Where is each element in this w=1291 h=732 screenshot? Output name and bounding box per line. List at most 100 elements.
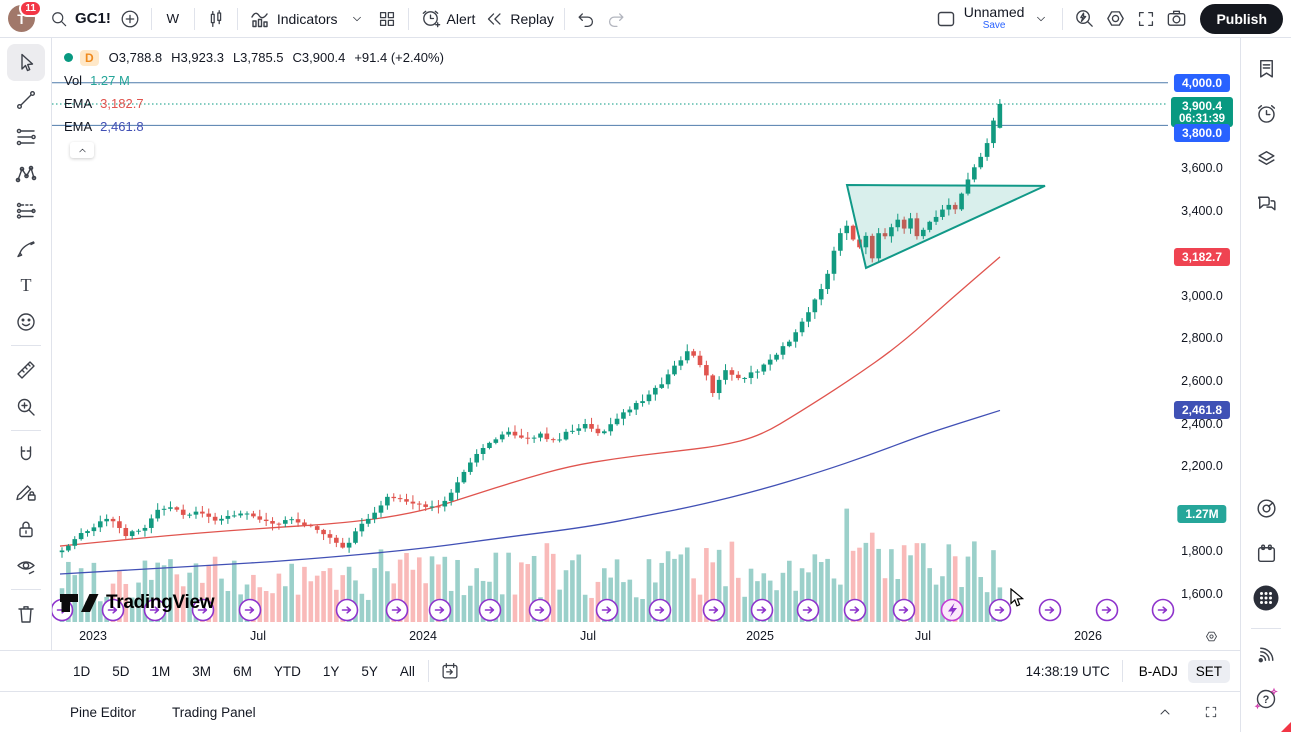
contract-switch-marker[interactable] [988, 598, 1012, 622]
quick-search-button[interactable] [1069, 4, 1100, 34]
goto-date-button[interactable] [435, 656, 465, 686]
avatar[interactable]: T 11 [8, 0, 42, 32]
panel-collapse-button[interactable] [1150, 697, 1180, 727]
ema-fast-legend-row[interactable]: EMA 3,182.7 [64, 92, 444, 115]
layout-select-button[interactable] [930, 4, 962, 34]
range-button-5d[interactable]: 5D [105, 660, 136, 683]
symbol-legend-row[interactable]: D O3,788.8 H3,923.3 L3,785.5 C3,900.4 +9… [64, 46, 444, 69]
grid-icon [379, 11, 394, 26]
projection-tool[interactable] [7, 192, 45, 229]
ema-slow-line[interactable] [59, 409, 1001, 575]
ema-fast-line[interactable] [59, 256, 1001, 547]
volume-legend-row[interactable]: Vol 1.27 M [64, 69, 444, 92]
contract-switch-marker[interactable] [478, 598, 502, 622]
price-label: 2,461.8 [1173, 401, 1231, 420]
panel-maximize-button[interactable] [1196, 697, 1226, 727]
alert-button[interactable]: Alert [415, 4, 480, 34]
text-tool[interactable]: T [7, 266, 45, 303]
contract-switch-marker[interactable] [428, 598, 452, 622]
compare-button[interactable] [115, 4, 145, 34]
back-adjust-button[interactable]: B-ADJ [1135, 660, 1182, 683]
broadcast-button[interactable] [1246, 634, 1286, 674]
range-button-6m[interactable]: 6M [226, 660, 259, 683]
help-button[interactable]: ? [1246, 679, 1286, 719]
session-button[interactable]: SET [1187, 659, 1230, 683]
calendar-button[interactable] [1246, 533, 1286, 573]
redo-button[interactable] [601, 4, 631, 34]
price-scale-settings-button[interactable] [1198, 628, 1225, 645]
candlestick-icon [210, 9, 222, 27]
contract-switch-marker[interactable] [843, 598, 867, 622]
contract-switch-marker[interactable] [1095, 598, 1119, 622]
layout-menu-button[interactable] [1026, 4, 1056, 34]
utc-clock[interactable]: 14:38:19 UTC [1025, 663, 1110, 679]
stay-in-drawing-mode-tool[interactable] [7, 473, 45, 510]
chart-pane[interactable]: D O3,788.8 H3,923.3 L3,785.5 C3,900.4 +9… [52, 38, 1240, 650]
replay-button[interactable]: Replay [479, 4, 558, 34]
settings-button[interactable] [1100, 4, 1131, 34]
flash-event-marker[interactable] [940, 598, 964, 622]
range-button-3m[interactable]: 3M [185, 660, 218, 683]
layout-name-block[interactable]: Unnamed Save [964, 5, 1025, 32]
contract-switch-marker[interactable] [750, 598, 774, 622]
object-tree-button[interactable] [1246, 138, 1286, 178]
layout-grid-button[interactable] [372, 4, 402, 34]
range-button-all[interactable]: All [393, 660, 422, 683]
contract-switch-marker[interactable] [528, 598, 552, 622]
contract-switch-marker[interactable] [238, 598, 262, 622]
contract-switch-marker[interactable] [892, 598, 916, 622]
delayed-data-badge[interactable]: D [80, 49, 99, 66]
tab-pine-editor[interactable]: Pine Editor [70, 701, 136, 724]
tab-trading-panel[interactable]: Trading Panel [172, 701, 256, 724]
fullscreen-button[interactable] [1131, 4, 1161, 34]
range-button-1m[interactable]: 1M [145, 660, 178, 683]
contract-switch-marker[interactable] [101, 598, 125, 622]
trend-line-tool[interactable] [7, 81, 45, 118]
magnet-tool[interactable] [7, 436, 45, 473]
alerts-button[interactable] [1246, 93, 1286, 133]
range-button-ytd[interactable]: YTD [267, 660, 308, 683]
undo-button[interactable] [571, 4, 601, 34]
range-button-1y[interactable]: 1Y [316, 660, 347, 683]
contract-switch-marker[interactable] [796, 598, 820, 622]
interval-label: W [166, 11, 180, 26]
contract-switch-marker[interactable] [1038, 598, 1062, 622]
interval-button[interactable]: W [158, 4, 188, 34]
measure-tool[interactable] [7, 351, 45, 388]
chart-canvas[interactable] [52, 38, 1240, 650]
triangle-pattern-drawing[interactable] [845, 184, 1046, 270]
symbol-search-button[interactable]: GC1! [45, 4, 115, 34]
contract-switch-marker[interactable] [191, 598, 215, 622]
brush-tool[interactable] [7, 229, 45, 266]
indicator-templates-button[interactable] [342, 4, 372, 34]
ema-slow-legend-row[interactable]: EMA 2,461.8 [64, 115, 444, 138]
screenshot-button[interactable] [1161, 4, 1192, 34]
scanner-button[interactable] [1246, 488, 1286, 528]
range-button-1d[interactable]: 1D [66, 660, 97, 683]
contract-switch-marker[interactable] [702, 598, 726, 622]
hide-drawings-tool[interactable] [7, 547, 45, 584]
lock-drawings-tool[interactable] [7, 510, 45, 547]
cursor-tool[interactable] [6, 44, 45, 81]
zoom-in-tool[interactable] [7, 388, 45, 425]
pattern-tool[interactable] [7, 155, 45, 192]
emoji-tool[interactable] [7, 303, 45, 340]
indicators-button[interactable]: Indicators [244, 4, 342, 34]
magnet-icon [20, 445, 31, 460]
contract-switch-marker[interactable] [385, 598, 409, 622]
apps-menu-button[interactable] [1246, 578, 1286, 618]
remove-drawings-tool[interactable] [7, 595, 45, 632]
save-link[interactable]: Save [982, 19, 1006, 31]
fib-retracement-tool[interactable] [7, 118, 45, 155]
contract-switch-marker[interactable] [595, 598, 619, 622]
chart-style-button[interactable] [201, 4, 231, 34]
contract-switch-marker[interactable] [648, 598, 672, 622]
range-button-5y[interactable]: 5Y [354, 660, 385, 683]
legend-collapse-button[interactable] [70, 142, 94, 158]
contract-switch-marker[interactable] [143, 598, 167, 622]
chat-button[interactable] [1246, 183, 1286, 223]
watchlist-button[interactable] [1246, 48, 1286, 88]
contract-switch-marker[interactable] [335, 598, 359, 622]
publish-button[interactable]: Publish [1200, 3, 1283, 34]
contract-switch-marker[interactable] [1151, 598, 1175, 622]
